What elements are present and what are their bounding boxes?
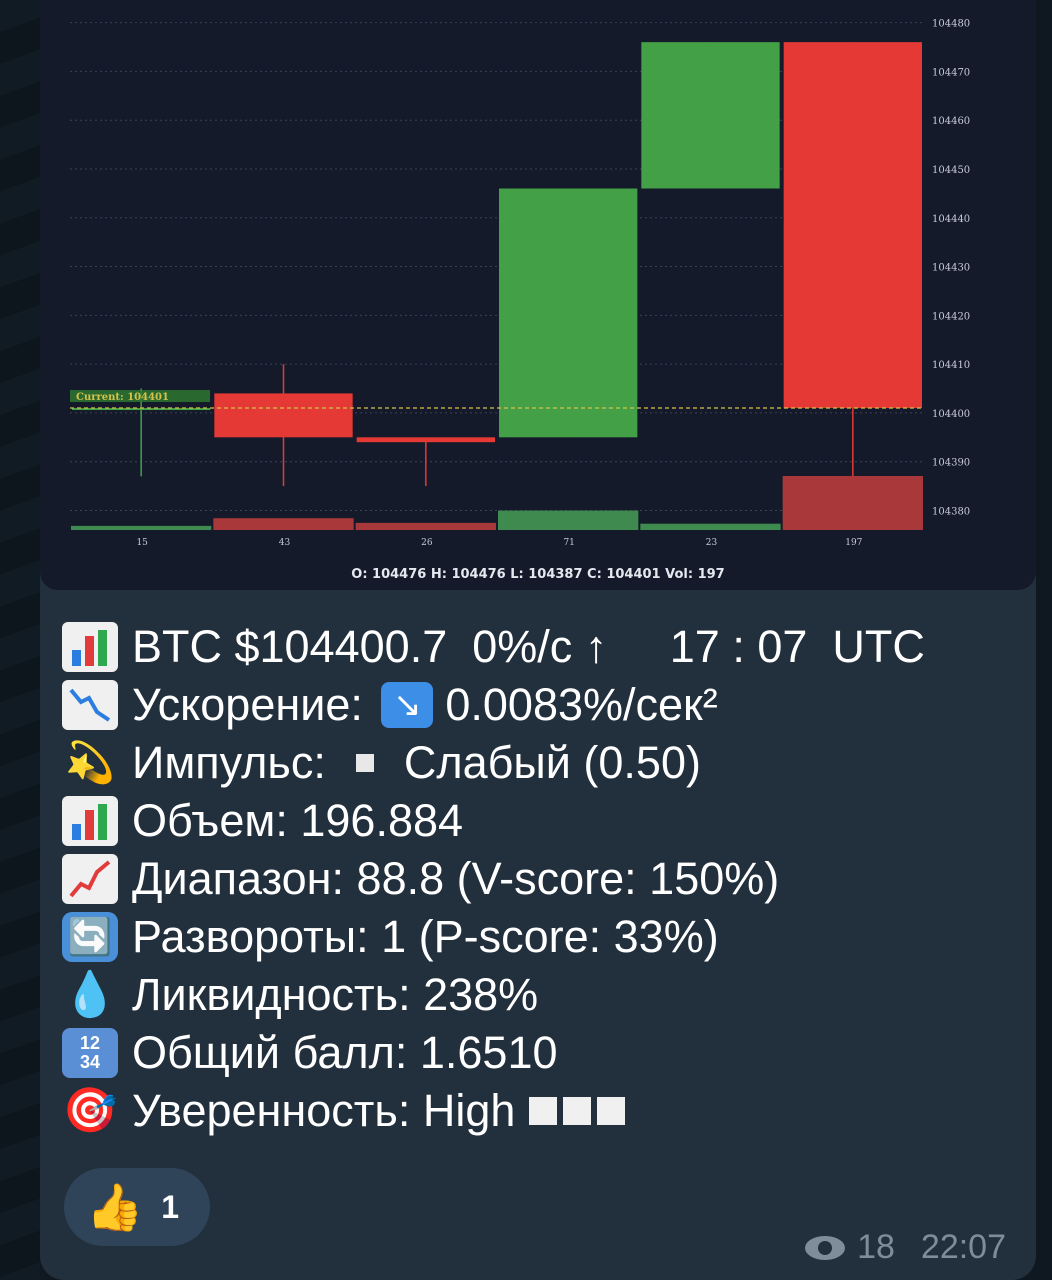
y-tick-label: 104440 (932, 214, 970, 225)
message-time: 22:07 (920, 1228, 1006, 1266)
price-text: BTC $104400.7 0%/с ↑ 17 : 07 UTC (132, 621, 925, 672)
y-tick-label: 104420 (932, 311, 970, 322)
y-tick-label: 104410 (932, 360, 970, 371)
volume-label: 43 (279, 538, 291, 548)
current-label-bg (70, 390, 210, 403)
nums-icon-top: 12 (79, 1033, 101, 1054)
candle-body (72, 408, 211, 411)
impulse-value: Слабый (0.50) (403, 737, 701, 788)
price-line: BTC $104400.7 0%/с ↑ 17 : 07 UTC (62, 618, 1032, 676)
candle-body (214, 393, 353, 438)
reversals-text: Развороты: 1 (P-score: 33%) (132, 911, 719, 962)
y-tick-label: 104460 (932, 116, 970, 127)
chart-decreasing-icon (62, 680, 118, 730)
y-tick-label: 104380 (932, 506, 970, 517)
cycle-arrows-icon: 🔄 (62, 912, 118, 962)
acceleration-line: Ускорение: ↘ 0.0083%/сек² (62, 676, 1032, 734)
volume-label: 15 (136, 538, 148, 548)
reaction-count: 1 (161, 1188, 180, 1225)
chat-background (0, 0, 40, 1280)
chart-image[interactable]: 104480 104470 104460 104450 104440 104430 1044… (40, 0, 1036, 590)
liquidity-text: Ликвидность: 238% (132, 969, 539, 1020)
message-meta: 18 22:07 (805, 1228, 1006, 1267)
volume-bar (213, 518, 354, 530)
volume-label: 197 (845, 538, 862, 548)
volume-bar (498, 510, 639, 530)
current-price-label: Current: 104401 (76, 392, 169, 403)
message-text: BTC $104400.7 0%/с ↑ 17 : 07 UTC Ускорен… (62, 618, 1032, 1140)
dizzy-star-icon: 💫 (65, 741, 115, 785)
volume-text: Объем: 196.884 (132, 795, 464, 846)
volume-bar (640, 523, 781, 530)
eye-icon (805, 1235, 846, 1260)
nums-icon-bottom: 34 (79, 1052, 101, 1072)
y-tick-label: 104480 (932, 19, 970, 30)
impulse-line: 💫 Импульс: Слабый (0.50) (62, 734, 1032, 792)
chart-increasing-icon (62, 854, 118, 904)
candle-body (499, 188, 638, 438)
volume-bar (71, 525, 212, 530)
confidence-text: Уверенность: High (132, 1085, 516, 1136)
confidence-squares (529, 1097, 626, 1125)
input-numbers-icon: 12 34 (62, 1028, 118, 1078)
score-line: 12 34 Общий балл: 1.6510 (62, 1024, 1032, 1082)
square-icon (355, 754, 374, 772)
candle-body (783, 42, 922, 409)
down-right-arrow-icon: ↘ (381, 682, 434, 728)
acceleration-value: 0.0083%/сек² (445, 679, 718, 730)
liquidity-line: 💧 Ликвидность: 238% (62, 966, 1032, 1024)
acceleration-label: Ускорение: (132, 679, 376, 730)
ohlc-footer: O: 104476 H: 104476 L: 104387 C: 104401 … (351, 567, 724, 582)
volume-bar (782, 476, 923, 530)
reaction-button[interactable]: 👍 1 (64, 1168, 210, 1246)
y-tick-label: 104390 (932, 458, 970, 469)
score-text: Общий балл: 1.6510 (132, 1027, 558, 1078)
thumbs-up-icon: 👍 (86, 1181, 144, 1233)
y-tick-label: 104430 (932, 263, 970, 274)
bar-chart-icon (62, 796, 118, 846)
confidence-line: 🎯 Уверенность: High (62, 1082, 1032, 1140)
range-line: Диапазон: 88.8 (V-score: 150%) (62, 850, 1032, 908)
droplet-icon: 💧 (62, 970, 118, 1019)
volume-label: 23 (706, 538, 718, 548)
candlestick-chart: 104480 104470 104460 104450 104440 104430 1044… (70, 19, 970, 582)
y-tick-label: 104470 (932, 67, 970, 78)
impulse-label: Импульс: (132, 737, 326, 788)
view-count: 18 (857, 1228, 895, 1266)
y-tick-label: 104400 (932, 409, 970, 420)
volume-line: Объем: 196.884 (62, 792, 1032, 850)
reversals-line: 🔄 Развороты: 1 (P-score: 33%) (62, 908, 1032, 966)
direct-hit-icon: 🎯 (62, 1086, 118, 1135)
volume-label: 71 (563, 538, 574, 548)
volume-label: 26 (421, 538, 433, 548)
candle-body (641, 42, 780, 189)
range-text: Диапазон: 88.8 (V-score: 150%) (132, 853, 780, 904)
volume-bar (355, 522, 496, 530)
candle-body (356, 437, 495, 443)
bar-chart-icon (62, 622, 118, 672)
y-tick-label: 104450 (932, 165, 970, 176)
